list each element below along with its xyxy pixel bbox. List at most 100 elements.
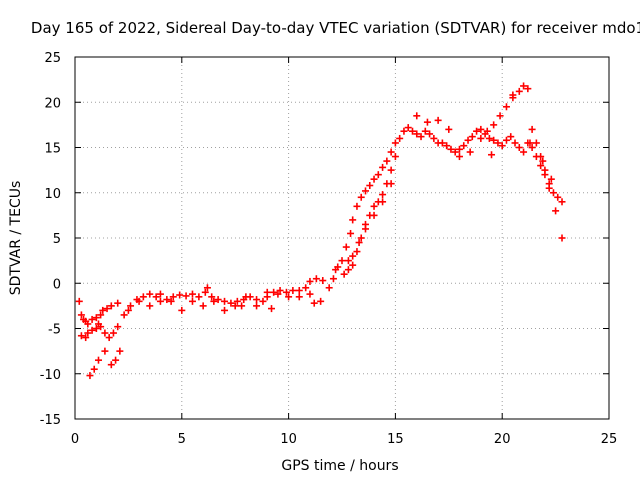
data-point [107, 361, 115, 369]
chart-title: Day 165 of 2022, Sidereal Day-to-day VTE… [31, 19, 640, 37]
data-point [201, 288, 209, 296]
data-point [94, 356, 102, 364]
data-point [167, 297, 175, 305]
y-tick-label: 5 [53, 232, 61, 247]
data-point [509, 91, 517, 99]
data-point [325, 284, 333, 292]
data-point [370, 202, 378, 210]
data-point [349, 261, 357, 269]
data-point [370, 211, 378, 219]
data-point [233, 297, 241, 305]
data-point [88, 315, 96, 323]
data-point [496, 112, 504, 120]
data-point [355, 239, 363, 247]
data-points [75, 82, 566, 380]
grid-layer [75, 57, 609, 419]
y-tick-label: 10 [44, 187, 61, 202]
data-point [451, 148, 459, 156]
data-point [77, 332, 85, 340]
data-point [374, 171, 382, 179]
data-point [545, 184, 553, 192]
data-point [84, 320, 92, 328]
data-point [408, 127, 416, 135]
data-point [549, 189, 557, 197]
data-point [387, 166, 395, 174]
data-point [379, 198, 387, 206]
data-point [92, 325, 100, 332]
data-point [188, 297, 196, 305]
data-point [344, 257, 352, 265]
x-tick-label: 25 [601, 432, 618, 447]
data-point [344, 266, 352, 274]
data-point [103, 305, 111, 313]
data-point [84, 329, 92, 337]
data-point [353, 248, 361, 256]
data-point [438, 139, 446, 147]
data-point [342, 243, 350, 251]
data-point [253, 302, 261, 310]
y-axis-label: SDTVAR / TECUs [8, 181, 24, 296]
data-point [404, 124, 412, 132]
data-point [353, 202, 361, 210]
data-point [361, 187, 369, 195]
data-point [86, 372, 94, 380]
data-point [473, 127, 481, 135]
data-point [107, 302, 115, 310]
data-point [135, 297, 143, 305]
data-point [332, 266, 340, 274]
data-point [507, 133, 515, 141]
data-point [329, 275, 337, 283]
data-point [319, 277, 327, 285]
data-point [537, 162, 545, 170]
x-tick-label: 20 [494, 432, 511, 447]
y-tick-label: 20 [44, 96, 61, 111]
data-point [276, 286, 284, 294]
data-point [547, 175, 555, 183]
data-point [221, 297, 229, 305]
y-tick-label: 15 [44, 142, 61, 157]
data-point [221, 306, 229, 314]
data-point [312, 275, 320, 283]
data-point [498, 142, 506, 150]
data-point [520, 82, 528, 90]
data-point [214, 296, 222, 304]
data-point [109, 329, 117, 337]
data-point [477, 134, 485, 142]
data-point [541, 166, 549, 174]
data-point [490, 136, 498, 144]
data-point [379, 163, 387, 171]
data-point [99, 306, 107, 314]
data-point [340, 270, 348, 278]
data-point [400, 127, 408, 135]
data-point [253, 296, 261, 304]
data-point [494, 139, 502, 147]
data-point [477, 125, 485, 133]
data-point [94, 320, 102, 328]
data-point [101, 329, 109, 337]
data-point [488, 151, 496, 159]
data-point [274, 290, 282, 298]
data-point [370, 175, 378, 183]
data-point [383, 157, 391, 165]
data-point [114, 323, 122, 331]
data-point [156, 297, 164, 305]
data-point [445, 125, 453, 133]
data-point [524, 85, 532, 93]
data-point [105, 334, 113, 342]
x-tick-label: 10 [280, 432, 297, 447]
y-tick-labels: -15 -10 -5 0 5 10 15 20 25 [40, 51, 61, 428]
data-point [434, 116, 442, 124]
data-point [421, 127, 429, 135]
data-point [528, 144, 536, 151]
x-tick-label: 5 [178, 432, 186, 447]
data-point [90, 365, 98, 373]
data-point [92, 314, 100, 322]
y-tick-label: -10 [40, 368, 61, 383]
data-point [357, 234, 365, 242]
data-point [349, 252, 357, 260]
data-point [152, 293, 160, 301]
data-point [511, 139, 519, 147]
data-point [468, 133, 476, 141]
data-point [242, 293, 250, 301]
